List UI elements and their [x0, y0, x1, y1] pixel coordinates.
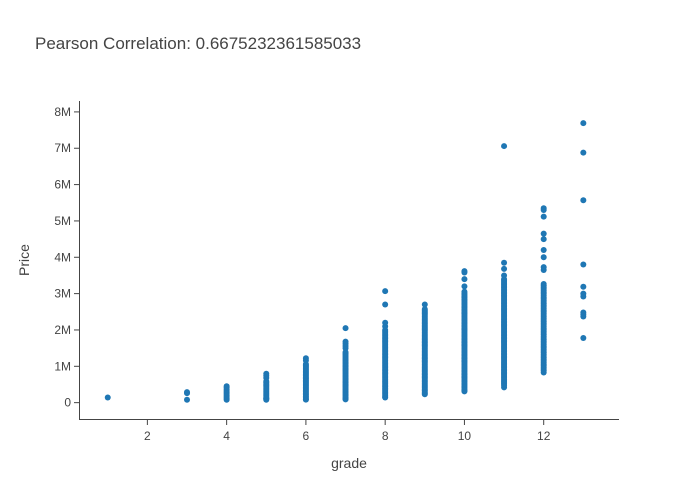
chart-title: Pearson Correlation: 0.6675232361585033 [35, 34, 362, 53]
x-tick-label: 2 [144, 429, 151, 443]
data-point [223, 383, 230, 390]
y-ticks: 0 1M 2M 3M 4M 5M 6M 7M 8M [54, 105, 79, 410]
y-tick-label: 2M [54, 323, 71, 337]
data-point [580, 197, 587, 204]
data-point [540, 254, 547, 261]
data-point [540, 236, 547, 243]
data-point [302, 355, 309, 362]
data-point [461, 268, 468, 275]
x-tick-label: 12 [537, 429, 551, 443]
x-tick-label: 10 [458, 429, 472, 443]
data-point [580, 149, 587, 156]
data-point [382, 319, 389, 326]
y-tick-label: 1M [54, 359, 71, 373]
y-tick-label: 5M [54, 214, 71, 228]
data-point [540, 213, 547, 220]
data-point [263, 370, 270, 377]
y-tick-label: 4M [54, 250, 71, 264]
data-point [421, 301, 428, 308]
y-tick-label: 8M [54, 105, 71, 119]
data-point [184, 396, 191, 403]
data-point [580, 309, 587, 316]
data-point [342, 338, 349, 345]
data-point [580, 120, 587, 127]
data-point [501, 259, 508, 266]
data-point [382, 288, 389, 295]
data-point [540, 230, 547, 237]
x-axis-label: grade [331, 455, 367, 471]
data-point [461, 276, 468, 283]
data-point [540, 264, 547, 271]
data-point [184, 389, 191, 396]
y-tick-label: 0 [64, 396, 71, 410]
data-point [540, 280, 547, 287]
data-point [501, 265, 508, 272]
y-tick-label: 3M [54, 287, 71, 301]
x-tick-label: 4 [223, 429, 230, 443]
data-point [342, 325, 349, 332]
data-point [540, 205, 547, 212]
data-point [580, 290, 587, 297]
data-point [421, 306, 428, 313]
data-point [501, 272, 508, 279]
data-point [461, 283, 468, 290]
y-tick-label: 6M [54, 178, 71, 192]
x-tick-label: 6 [303, 429, 310, 443]
x-ticks: 2 4 6 8 10 12 [144, 420, 551, 443]
y-tick-label: 7M [54, 141, 71, 155]
y-axis-label: Price [16, 244, 32, 276]
data-point [501, 143, 508, 150]
data-point [104, 394, 111, 401]
data-point [382, 301, 389, 308]
data-point [580, 283, 587, 290]
x-tick-label: 8 [382, 429, 389, 443]
data-point [461, 288, 468, 295]
points-layer [104, 120, 587, 403]
data-point [580, 334, 587, 341]
data-point [580, 261, 587, 268]
data-point [540, 247, 547, 254]
